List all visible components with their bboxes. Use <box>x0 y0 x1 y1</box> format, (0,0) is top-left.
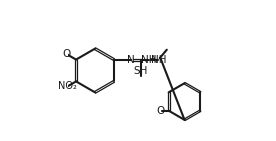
Text: SH: SH <box>134 67 148 76</box>
Text: NH: NH <box>141 55 157 65</box>
Text: NH: NH <box>151 55 166 65</box>
Text: O: O <box>62 49 70 59</box>
Text: O: O <box>157 106 165 116</box>
Text: NO₂: NO₂ <box>58 81 77 91</box>
Text: N: N <box>127 55 135 65</box>
